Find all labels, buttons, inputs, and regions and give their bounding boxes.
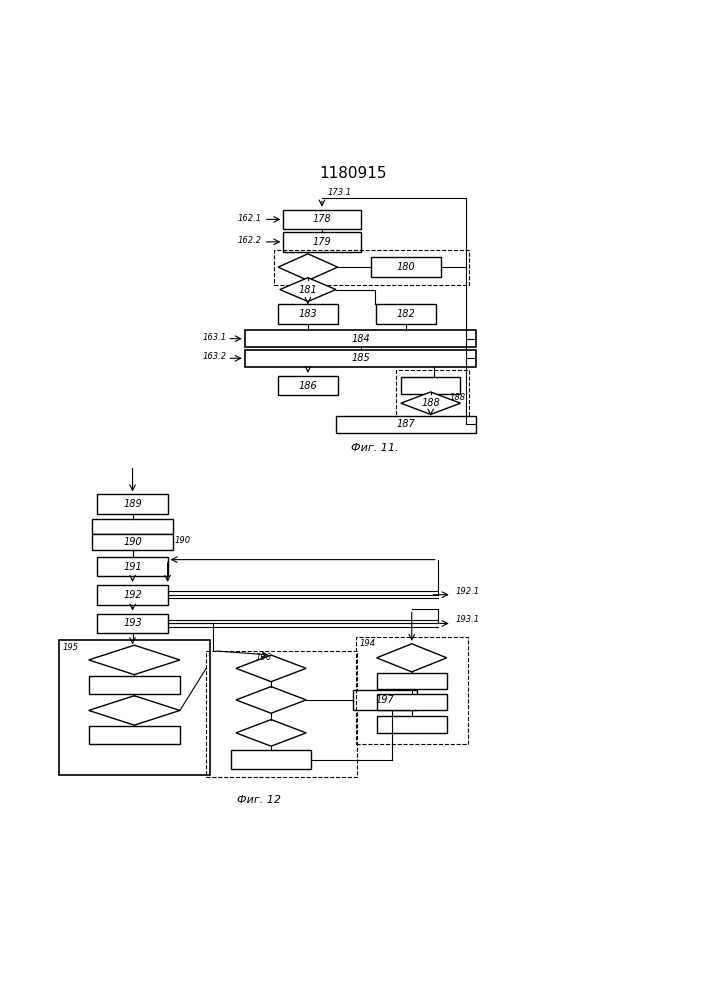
Text: 163.1: 163.1 <box>203 333 227 342</box>
Text: 193.1: 193.1 <box>455 615 479 624</box>
Polygon shape <box>88 696 180 725</box>
Polygon shape <box>236 655 306 682</box>
FancyBboxPatch shape <box>98 614 168 633</box>
Text: 195: 195 <box>62 643 78 652</box>
FancyBboxPatch shape <box>98 585 168 605</box>
Text: 162.1: 162.1 <box>238 214 262 223</box>
Text: 194: 194 <box>359 639 375 648</box>
Text: 162.2: 162.2 <box>238 236 262 245</box>
Text: 192: 192 <box>123 590 142 600</box>
Text: 1180915: 1180915 <box>320 166 387 181</box>
Text: 179: 179 <box>312 237 332 247</box>
Text: 187: 187 <box>397 419 416 429</box>
FancyBboxPatch shape <box>377 716 447 733</box>
FancyBboxPatch shape <box>245 330 477 347</box>
Text: 186: 186 <box>298 381 317 391</box>
Text: 197: 197 <box>375 695 395 705</box>
FancyBboxPatch shape <box>354 690 416 710</box>
Text: 190: 190 <box>175 536 191 545</box>
Text: 182: 182 <box>397 309 416 319</box>
Polygon shape <box>401 392 460 414</box>
Text: 185: 185 <box>351 353 370 363</box>
FancyBboxPatch shape <box>278 304 338 324</box>
FancyBboxPatch shape <box>377 694 447 710</box>
FancyBboxPatch shape <box>284 210 361 229</box>
Polygon shape <box>280 278 336 301</box>
Text: 192.1: 192.1 <box>455 587 479 596</box>
FancyBboxPatch shape <box>245 350 477 367</box>
Text: 193: 193 <box>123 618 142 628</box>
Text: Фиг. 11.: Фиг. 11. <box>351 443 398 453</box>
Text: 189: 189 <box>123 499 142 509</box>
Polygon shape <box>278 254 338 280</box>
Polygon shape <box>236 687 306 713</box>
Polygon shape <box>377 644 447 672</box>
FancyBboxPatch shape <box>336 416 477 433</box>
FancyBboxPatch shape <box>98 557 168 576</box>
FancyBboxPatch shape <box>376 304 436 324</box>
FancyBboxPatch shape <box>278 376 338 395</box>
FancyBboxPatch shape <box>92 519 173 534</box>
Polygon shape <box>88 645 180 675</box>
FancyBboxPatch shape <box>88 676 180 694</box>
FancyBboxPatch shape <box>377 673 447 689</box>
Text: 191: 191 <box>123 562 142 572</box>
FancyBboxPatch shape <box>230 750 311 769</box>
Text: 180: 180 <box>397 262 416 272</box>
Text: 178: 178 <box>312 214 332 224</box>
FancyBboxPatch shape <box>88 726 180 744</box>
Text: 188: 188 <box>450 393 466 402</box>
Text: 196: 196 <box>255 653 271 662</box>
Text: 181: 181 <box>298 285 317 295</box>
Text: 190: 190 <box>123 537 142 547</box>
Text: 183: 183 <box>298 309 317 319</box>
FancyBboxPatch shape <box>371 257 441 277</box>
FancyBboxPatch shape <box>401 377 460 394</box>
Polygon shape <box>236 720 306 746</box>
Text: Фиг. 12: Фиг. 12 <box>237 795 281 805</box>
FancyBboxPatch shape <box>98 494 168 514</box>
Text: 163.2: 163.2 <box>203 352 227 361</box>
FancyBboxPatch shape <box>284 232 361 252</box>
FancyBboxPatch shape <box>92 534 173 550</box>
Text: 173.1: 173.1 <box>327 188 351 197</box>
Text: 188: 188 <box>421 398 440 408</box>
Text: 184: 184 <box>351 334 370 344</box>
